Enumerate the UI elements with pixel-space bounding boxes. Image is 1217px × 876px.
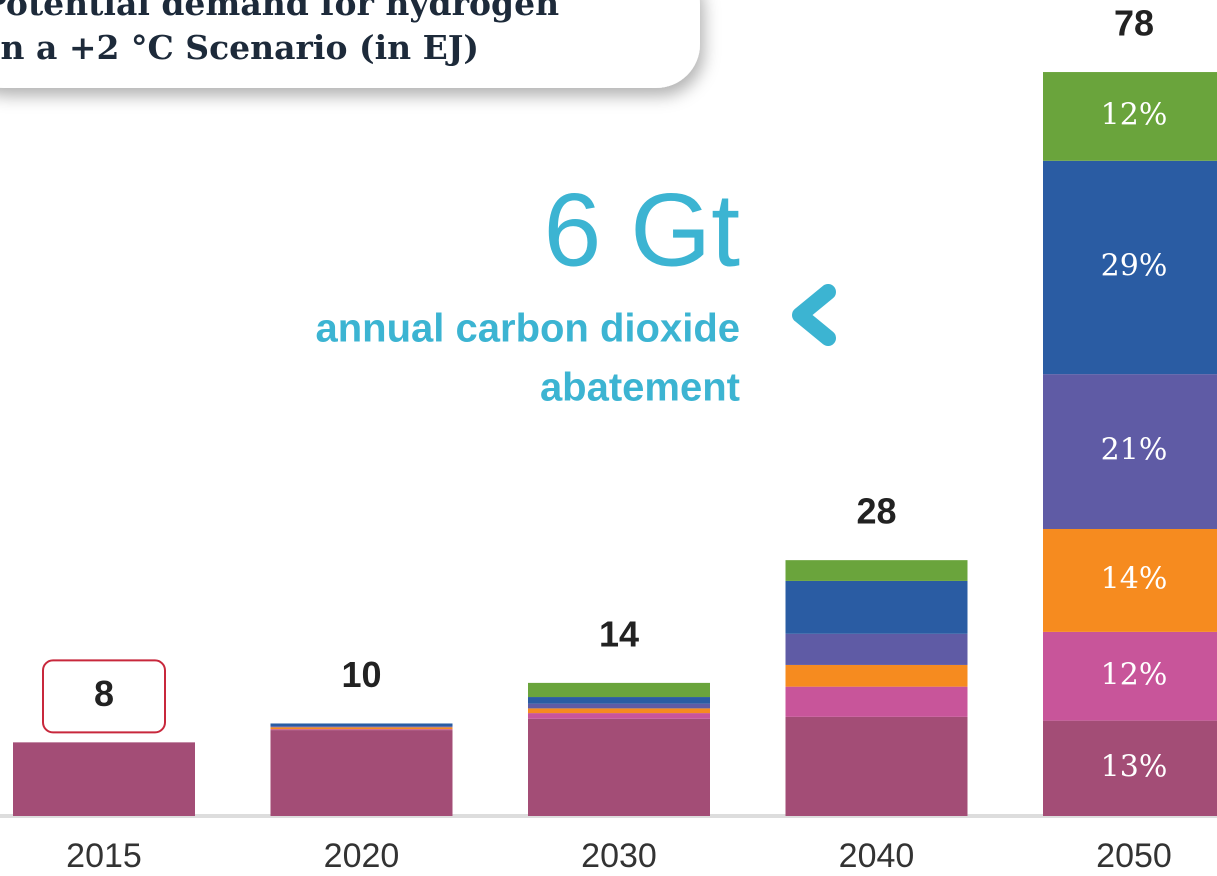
bar-segment xyxy=(785,580,968,634)
chart-title: in a +2 °C Scenario (in EJ) xyxy=(0,28,479,67)
bar-segment xyxy=(785,560,968,581)
bar-segment xyxy=(785,633,968,665)
total-label: 78 xyxy=(1114,3,1154,44)
total-label: 10 xyxy=(341,654,381,695)
bar-segment xyxy=(785,716,968,816)
data-label: 12% xyxy=(1101,657,1168,692)
chevron xyxy=(792,284,836,346)
bar-segment xyxy=(1043,160,1217,375)
bar-segment xyxy=(270,729,453,731)
bar-segment xyxy=(785,664,968,687)
chart-title: Potential demand for hydrogen xyxy=(0,0,559,23)
x-tick-label: 2030 xyxy=(581,837,657,875)
bar-segment xyxy=(528,713,710,719)
title-box xyxy=(0,0,700,88)
x-tick-label: 2050 xyxy=(1096,837,1172,875)
data-label: 29% xyxy=(1101,248,1168,283)
bar-segment xyxy=(270,726,453,728)
annotation-text: annual carbon dioxide xyxy=(315,307,740,351)
bar-segment xyxy=(270,723,453,727)
bar-segment xyxy=(1043,528,1217,632)
bar-segment xyxy=(1043,72,1217,161)
x-tick-label: 2020 xyxy=(324,837,400,875)
total-label: 8 xyxy=(94,673,114,714)
annotation-headline: 6 Gt xyxy=(543,172,740,288)
bar-segment xyxy=(528,718,710,816)
annotation-text: abatement xyxy=(540,366,740,410)
data-label: 21% xyxy=(1101,433,1168,468)
data-label: 12% xyxy=(1101,97,1168,132)
bar-segment xyxy=(785,686,968,717)
total-box xyxy=(42,659,166,734)
bar-segment xyxy=(528,697,710,704)
x-tick-label: 2015 xyxy=(66,837,142,875)
data-label: 14% xyxy=(1101,561,1168,596)
bar-segment xyxy=(13,742,195,816)
bar-segment xyxy=(1043,631,1217,721)
bar-segment xyxy=(528,682,710,698)
bar-segment xyxy=(1043,720,1217,816)
bar-segment xyxy=(1043,374,1217,529)
data-label: 13% xyxy=(1101,749,1168,784)
total-label: 14 xyxy=(599,613,639,654)
bar-segment xyxy=(528,703,710,709)
bar-segment xyxy=(270,727,453,730)
total-label: 28 xyxy=(856,491,896,532)
bar-segment xyxy=(528,708,710,714)
x-tick-label: 2040 xyxy=(839,837,915,875)
bar-segment xyxy=(270,730,453,816)
